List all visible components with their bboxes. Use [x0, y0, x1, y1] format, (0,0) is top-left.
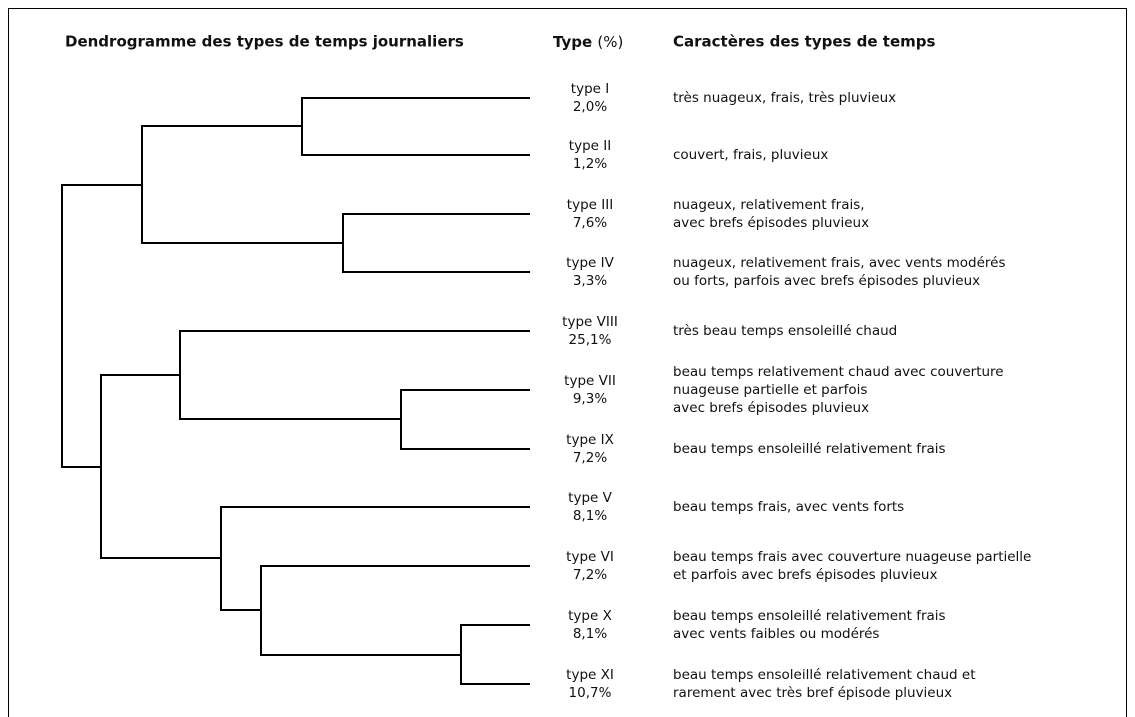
- description: très nuageux, frais, très pluvieux: [673, 90, 896, 106]
- type-percent: 3,3%: [573, 273, 607, 289]
- type-name: type I: [571, 81, 609, 97]
- type-percent: 7,2%: [573, 450, 607, 466]
- description: nuageuse partielle et parfois: [673, 382, 867, 398]
- type-percent: 8,1%: [573, 626, 607, 642]
- type-percent: 9,3%: [573, 391, 607, 407]
- type-name: type XI: [566, 667, 614, 683]
- description: très beau temps ensoleillé chaud: [673, 323, 897, 339]
- branch: [141, 125, 343, 244]
- type-header: Type (%): [553, 33, 623, 51]
- frame: [8, 8, 1127, 717]
- branch: [342, 213, 530, 273]
- type-name: type III: [567, 197, 613, 213]
- description: couvert, frais, pluvieux: [673, 147, 828, 163]
- branch: [400, 389, 530, 450]
- branch: [460, 624, 530, 685]
- dendrogram-header: Dendrogramme des types de temps journali…: [65, 33, 464, 51]
- type-name: type V: [568, 490, 612, 506]
- branch: [179, 330, 530, 420]
- branch: [61, 184, 142, 468]
- dendrogram: [61, 97, 530, 685]
- description: beau temps frais, avec vents forts: [673, 499, 904, 515]
- type-percent: 1,2%: [573, 156, 607, 172]
- type-name: type VII: [564, 373, 616, 389]
- description: nuageux, relativement frais,: [673, 197, 865, 213]
- branch: [260, 565, 530, 656]
- type-name: type VIII: [562, 314, 618, 330]
- type-name: type X: [568, 608, 612, 624]
- type-percent: 25,1%: [569, 332, 612, 348]
- branch: [100, 374, 221, 559]
- description: avec brefs épisodes pluvieux: [673, 400, 869, 416]
- description: avec vents faibles ou modérés: [673, 626, 879, 642]
- type-name: type IV: [566, 255, 614, 271]
- description: beau temps ensoleillé relativement frais: [673, 608, 946, 624]
- description: avec brefs épisodes pluvieux: [673, 215, 869, 231]
- type-percent: 7,6%: [573, 215, 607, 231]
- description: nuageux, relativement frais, avec vents …: [673, 255, 1005, 271]
- type-label: Type: [553, 33, 592, 51]
- description: beau temps ensoleillé relativement frais: [673, 441, 946, 457]
- type-name: type VI: [566, 549, 614, 565]
- type-percent: 10,7%: [569, 685, 612, 701]
- unit-label: (%): [597, 33, 623, 51]
- description: beau temps ensoleillé relativement chaud…: [673, 667, 975, 683]
- description: ou forts, parfois avec brefs épisodes pl…: [673, 273, 980, 289]
- type-name: type II: [569, 138, 611, 154]
- characters-header: Caractères des types de temps: [673, 33, 936, 51]
- type-name: type IX: [566, 432, 614, 448]
- type-percent: 8,1%: [573, 508, 607, 524]
- type-percent: 7,2%: [573, 567, 607, 583]
- description: et parfois avec brefs épisodes pluvieux: [673, 567, 937, 583]
- branch: [301, 97, 530, 156]
- description: rarement avec très bref épisode pluvieux: [673, 685, 952, 701]
- type-percent: 2,0%: [573, 99, 607, 115]
- description: beau temps frais avec couverture nuageus…: [673, 549, 1031, 565]
- branch: [220, 506, 530, 611]
- description: beau temps relativement chaud avec couve…: [673, 364, 1004, 380]
